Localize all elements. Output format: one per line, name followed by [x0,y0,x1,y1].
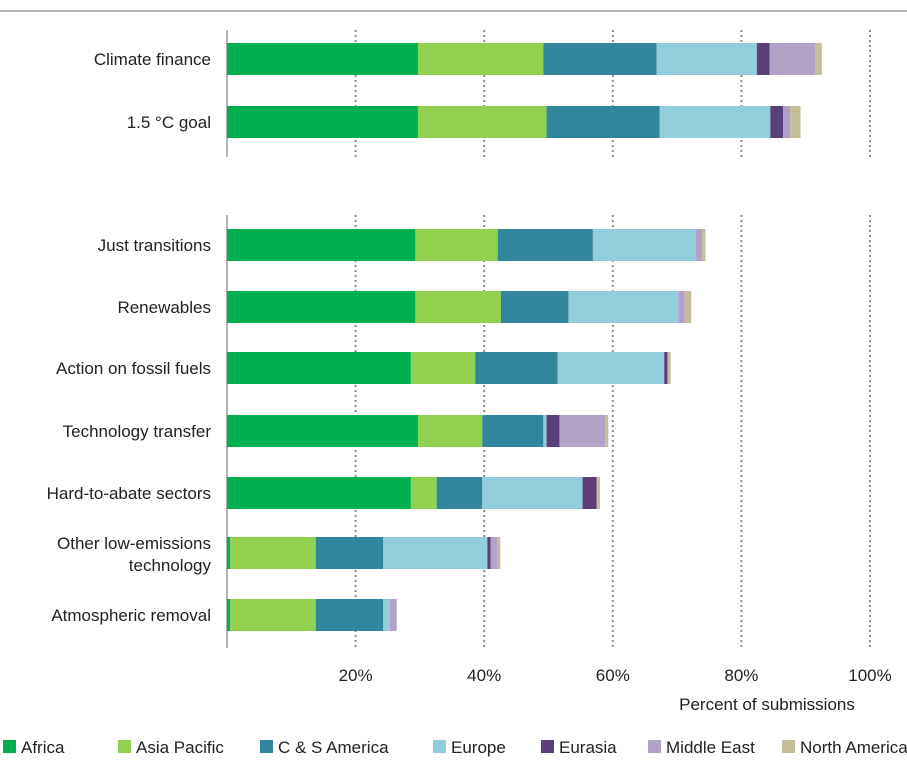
bar-segment-north-america-row-3 [702,229,706,261]
bar-segment-asia-pacific-row-8 [230,537,316,569]
bar-segment-north-america-row-1 [815,43,822,75]
legend-label-c-s-america: C & S America [278,738,389,757]
x-tick-label: 20% [339,666,373,685]
bar-segment-middle-east-row-8 [490,537,498,569]
bar-segment-c-s-america-row-6 [482,415,544,447]
bar-segment-c-s-america-row-3 [497,229,593,261]
legend-label-asia-pacific: Asia Pacific [136,738,224,757]
bar-segment-asia-pacific-row-4 [415,291,501,323]
bars [227,43,822,631]
bar-segment-eurasia-row-8 [487,537,491,569]
category-label: Action on fossil fuels [56,359,211,378]
bar-segment-europe-row-6 [543,415,547,447]
bar-segment-africa-row-5 [227,352,411,384]
bar-segment-asia-pacific-row-6 [417,415,483,447]
bar-segment-europe-row-1 [656,43,757,75]
x-tick-label: 100% [848,666,891,685]
legend-label-middle-east: Middle East [666,738,755,757]
category-label: Technology transfer [63,422,212,441]
x-tick-label: 80% [724,666,758,685]
bar-segment-asia-pacific-row-3 [415,229,498,261]
bar-segment-africa-row-3 [227,229,416,261]
bar-segment-c-s-america-row-1 [543,43,657,75]
bar-segment-eurasia-row-5 [664,352,668,384]
category-label: Renewables [117,298,211,317]
legend-label-eurasia: Eurasia [559,738,617,757]
legend: Africa Asia Pacific C & S America Europe Eur… [3,738,907,757]
bar-segment-europe-row-5 [557,352,665,384]
bar-segment-middle-east-row-3 [695,229,703,261]
bar-segment-c-s-america-row-9 [315,599,384,631]
category-label: Hard-to-abate sectors [47,484,211,503]
category-label: Other low-emissions technology [57,534,211,575]
bar-segment-c-s-america-row-4 [500,291,569,323]
bar-segment-europe-row-7 [482,477,583,509]
bar-segment-north-america-row-7 [596,477,600,509]
bar-segment-eurasia-row-6 [546,415,560,447]
bar-segment-middle-east-row-9 [389,599,397,631]
legend-swatch-asia-pacific [118,740,131,753]
legend-swatch-c-s-america [260,740,273,753]
bar-segment-europe-row-2 [659,106,771,138]
legend-swatch-eurasia [541,740,554,753]
bar-segment-asia-pacific-row-1 [417,43,544,75]
bar-segment-north-america-row-2 [790,106,801,138]
bar-segment-c-s-america-row-8 [315,537,384,569]
bar-segment-middle-east-row-4 [678,291,685,323]
bar-segment-asia-pacific-row-9 [230,599,316,631]
bar-segment-africa-row-1 [227,43,418,75]
x-axis-title: Percent of submissions [679,695,855,714]
x-tick-label: 60% [596,666,630,685]
legend-label-africa: Africa [21,738,65,757]
bar-segment-europe-row-4 [568,291,679,323]
bar-segment-europe-row-3 [592,229,696,261]
bar-segment-africa-row-2 [227,106,418,138]
legend-swatch-africa [3,740,16,753]
bar-segment-eurasia-row-2 [770,106,784,138]
bar-segment-c-s-america-row-2 [546,106,660,138]
legend-swatch-north-america [782,740,795,753]
bar-segment-north-america-row-6 [605,415,609,447]
bar-segment-north-america-row-4 [684,291,692,323]
bar-segment-middle-east-row-1 [769,43,816,75]
x-tick-labels: 20% 40% 60% 80% 100% [339,666,892,685]
bar-segment-asia-pacific-row-7 [410,477,437,509]
bar-segment-europe-row-9 [383,599,390,631]
category-label: Climate finance [94,50,211,69]
category-label: Atmospheric removal [51,606,211,625]
bar-segment-north-america-row-5 [667,352,671,384]
bar-segment-africa-row-9 [227,599,231,631]
bar-segment-africa-row-4 [227,291,416,323]
bar-segment-north-america-row-8 [497,537,501,569]
legend-label-north-america: North America [800,738,907,757]
legend-label-europe: Europe [451,738,506,757]
bar-segment-europe-row-8 [383,537,488,569]
category-label: 1.5 °C goal [127,113,211,132]
bar-segment-africa-row-8 [227,537,231,569]
category-labels: Climate finance 1.5 °C goal Just transitio… [47,50,212,625]
bar-segment-africa-row-6 [227,415,418,447]
bar-segment-middle-east-row-2 [783,106,791,138]
bar-segment-asia-pacific-row-5 [410,352,476,384]
bar-segment-c-s-america-row-5 [475,352,558,384]
category-label: Just transitions [98,236,211,255]
bar-segment-eurasia-row-1 [756,43,770,75]
bar-segment-eurasia-row-7 [582,477,597,509]
legend-swatch-middle-east [648,740,661,753]
bar-segment-africa-row-7 [227,477,411,509]
bar-segment-asia-pacific-row-2 [417,106,547,138]
bar-segment-c-s-america-row-7 [436,477,483,509]
x-tick-label: 40% [467,666,501,685]
legend-swatch-europe [433,740,446,753]
bar-segment-middle-east-row-6 [559,415,606,447]
